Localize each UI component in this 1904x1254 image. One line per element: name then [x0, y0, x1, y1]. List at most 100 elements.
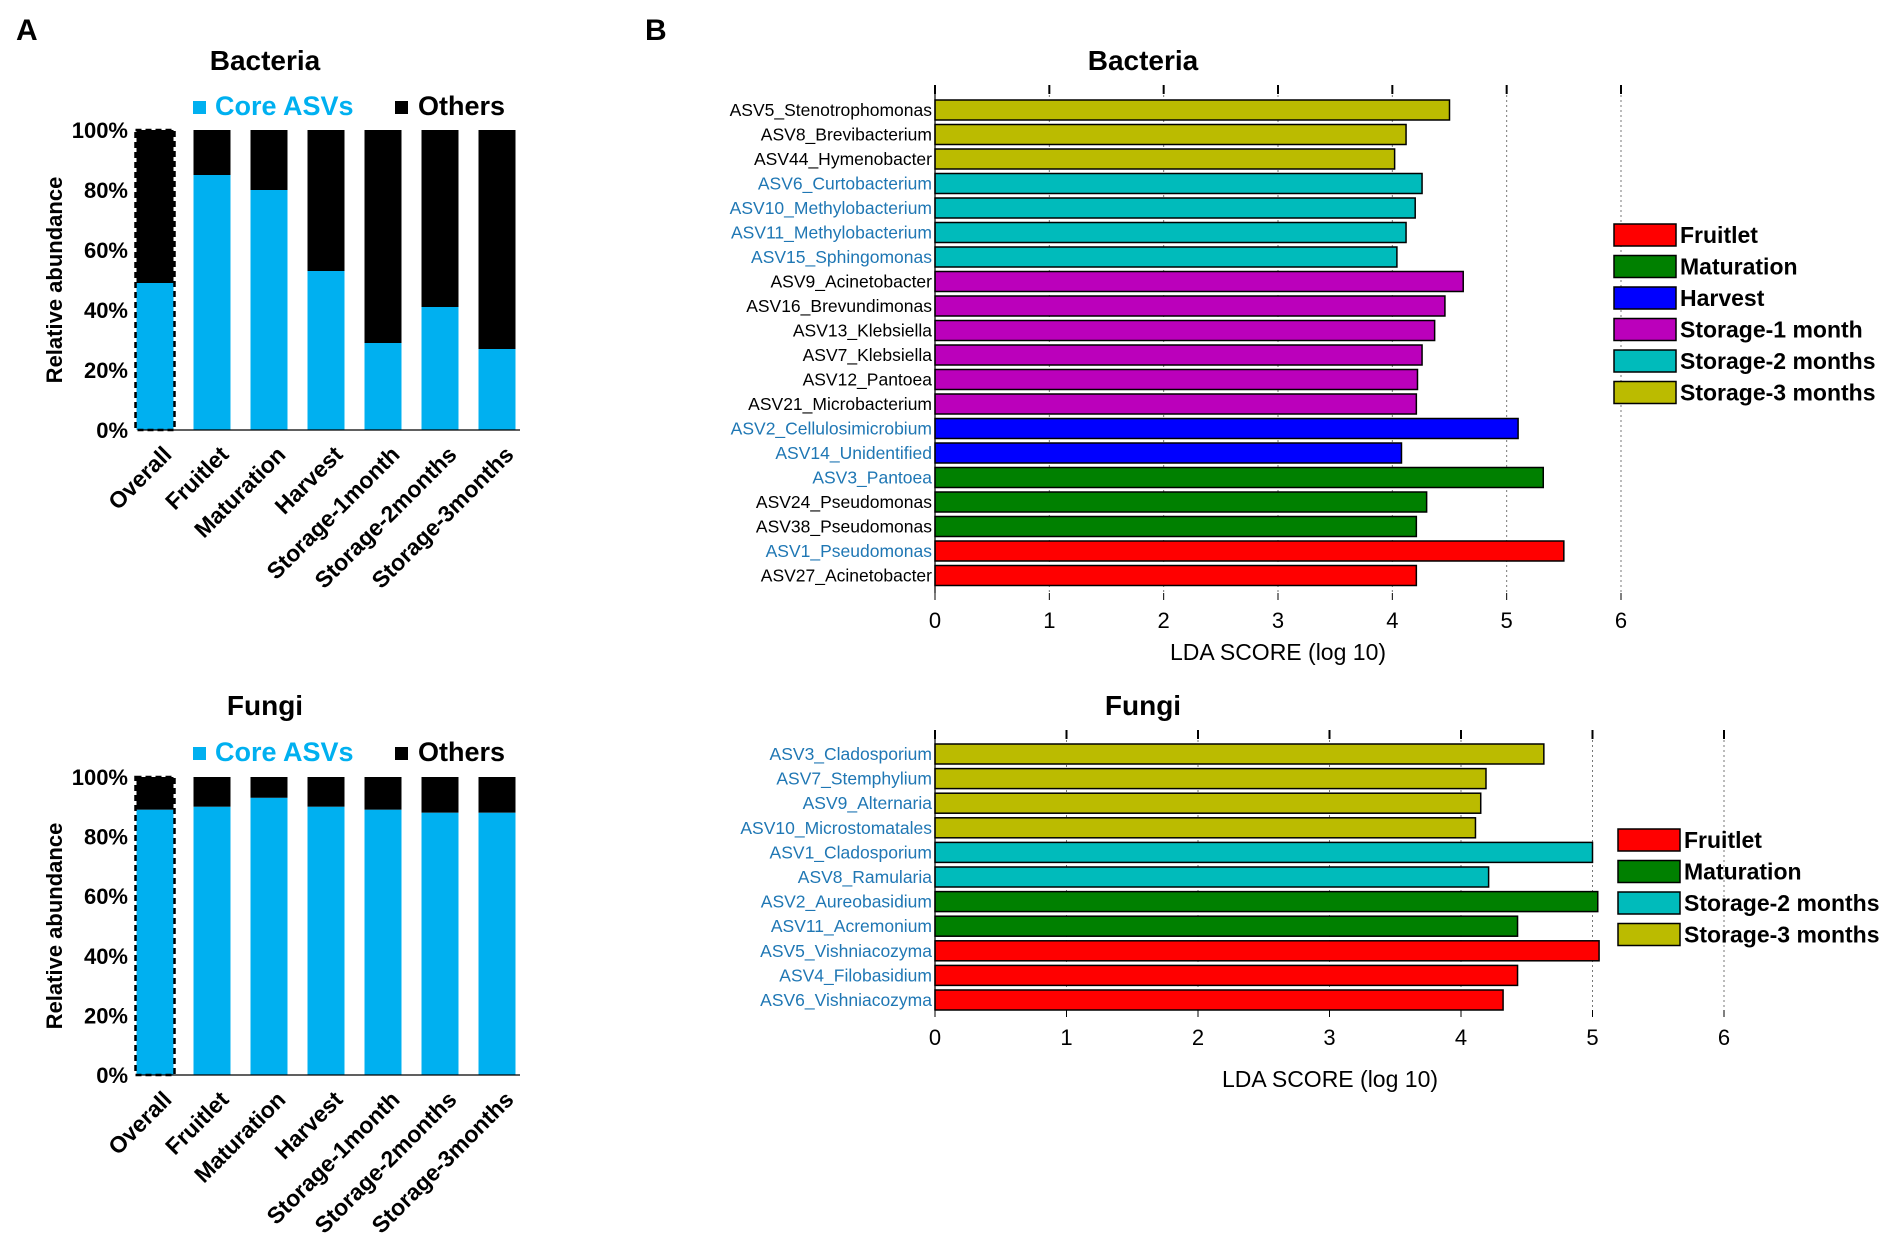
bar-label: ASV24_Pseudomonas	[756, 492, 932, 513]
lda-bar-asv1-cladosporium	[934, 841, 1594, 864]
panel-label-b: B	[645, 14, 667, 47]
bar-others-overall	[136, 777, 174, 810]
bar-core-fruitlet	[193, 175, 231, 430]
bar-core-storage-2months	[421, 812, 459, 1075]
x-tick-label: 3	[1272, 608, 1284, 633]
legend-swatch-others	[395, 747, 408, 760]
y-tick-label: 40%	[84, 944, 128, 969]
bar-label: ASV2_Cellulosimicrobium	[731, 419, 932, 440]
bar-label: ASV7_Klebsiella	[803, 345, 933, 366]
x-tick-label: 4	[1455, 1025, 1467, 1050]
lda-bar-asv12-pantoea	[934, 368, 1419, 391]
lda-bar-asv8-brevibacterium	[934, 123, 1407, 146]
bar-others-storage-1month	[364, 130, 402, 343]
lda-bar-asv5-stenotrophomonas	[934, 99, 1451, 121]
lda-bar-asv7-stemphylium	[934, 767, 1487, 790]
bar-label: ASV5_Vishniacozyma	[760, 941, 932, 962]
legend-swatch-core	[193, 101, 206, 114]
bar-others-storage-2months	[421, 777, 459, 813]
x-axis-label: LDA SCORE (log 10)	[1170, 639, 1386, 665]
y-tick-label: 40%	[84, 298, 128, 323]
fungi-lda-chart: Fungi 0 1 2 3 4 5 6 ASV3_Cladosporium ASV7_Stemph…	[740, 690, 1879, 1092]
lda-bar-asv38-pseudomonas	[934, 515, 1418, 538]
bar-label: ASV12_Pantoea	[803, 370, 933, 391]
legend-label-others: Others	[418, 91, 505, 121]
lda-bar-asv6-curtobacterium	[934, 172, 1423, 195]
bar-others-overall	[136, 130, 174, 283]
legend-swatch-maturation	[1613, 254, 1677, 279]
bar-label: ASV2_Aureobasidium	[761, 892, 932, 913]
bar-core-storage-1month	[364, 809, 402, 1075]
x-tick-label: 6	[1615, 608, 1627, 633]
lda-bar-asv11-acremonium	[934, 915, 1519, 937]
bar-label: ASV27_Acinetobacter	[761, 566, 932, 587]
legend-swatch-storage-2-months	[1617, 891, 1681, 915]
chart-title: Bacteria	[1088, 45, 1199, 76]
legend-label-core: Core ASVs	[215, 737, 354, 767]
legend-swatch-storage-3-months	[1617, 922, 1681, 947]
bar-others-storage-2months	[421, 130, 459, 307]
chart-title: Fungi	[227, 690, 303, 721]
y-tick-label: 100%	[72, 765, 128, 790]
bar-label: ASV16_Brevundimonas	[746, 296, 932, 317]
legend-label-storage-2-months: Storage-2 months	[1680, 348, 1876, 374]
x-tick-label: 5	[1501, 608, 1513, 633]
bar-label: ASV3_Cladosporium	[770, 744, 932, 765]
x-tick-label: 5	[1586, 1025, 1598, 1050]
bar-core-harvest	[307, 806, 345, 1075]
bar-label: ASV9_Alternaria	[803, 793, 933, 814]
legend-label-storage-1-month: Storage-1 month	[1680, 317, 1863, 343]
bar-label: ASV15_Sphingomonas	[751, 247, 932, 268]
y-tick-label: 80%	[84, 825, 128, 850]
legend-label-others: Others	[418, 737, 505, 767]
y-tick-label: 100%	[72, 118, 128, 143]
lda-bar-asv4-filobasidium	[934, 964, 1519, 987]
bar-core-maturation	[250, 190, 288, 430]
chart-title: Bacteria	[210, 45, 321, 76]
x-tick-label: 6	[1718, 1025, 1730, 1050]
lda-bar-asv9-acinetobacter	[934, 270, 1464, 293]
bar-core-storage-2months	[421, 307, 459, 430]
bacteria-lda-chart: Bacteria 0 1 2 3 4 5 6 ASV5_Stenotrophomonas ASV8…	[730, 45, 1876, 665]
legend-label-core: Core ASVs	[215, 91, 354, 121]
lda-bar-asv2-aureobasidium	[934, 890, 1599, 913]
bar-label: ASV8_Ramularia	[798, 867, 932, 888]
x-tick-label: 1	[1043, 608, 1055, 633]
x-tick-label: 1	[1060, 1025, 1072, 1050]
bar-label: ASV10_Methylobacterium	[730, 198, 932, 219]
fungi-stacked-bar-chart: Fungi Core ASVs Others 0% 20% 40% 60% 80% 100% Re…	[42, 690, 520, 1238]
legend-swatch-core	[193, 747, 206, 760]
lda-bar-asv7-klebsiella	[934, 344, 1423, 366]
lda-bar-asv13-klebsiella	[934, 319, 1436, 342]
x-tick-label: 3	[1323, 1025, 1335, 1050]
bar-label: ASV10_Microstomatales	[740, 818, 932, 839]
legend-label-fruitlet: Fruitlet	[1684, 827, 1762, 853]
x-tick-label: 4	[1386, 608, 1398, 633]
bar-label: ASV1_Pseudomonas	[766, 541, 933, 562]
bar-core-storage-3months	[478, 349, 516, 430]
lda-bar-asv3-pantoea	[934, 466, 1545, 489]
x-category-label: Overall	[103, 1086, 177, 1160]
bar-others-harvest	[307, 130, 345, 271]
x-tick-label: 2	[1158, 608, 1170, 633]
legend-swatch-maturation	[1617, 859, 1681, 884]
overall-dashed-outline	[134, 775, 176, 1077]
bar-label: ASV11_Methylobacterium	[731, 223, 932, 244]
y-tick-label: 80%	[84, 178, 128, 203]
x-category-label: Overall	[103, 441, 177, 515]
y-tick-label: 0%	[96, 1063, 128, 1088]
x-tick-label: 0	[929, 608, 941, 633]
legend-label-harvest: Harvest	[1680, 285, 1765, 311]
bar-others-storage-3months	[478, 130, 516, 349]
bar-core-maturation	[250, 797, 288, 1075]
lda-bar-asv6-vishniacozyma	[934, 989, 1504, 1011]
bar-others-maturation	[250, 777, 288, 798]
y-tick-label: 0%	[96, 418, 128, 443]
bar-others-harvest	[307, 777, 345, 807]
bar-label: ASV11_Acremonium	[771, 916, 932, 937]
lda-bar-asv16-brevundimonas	[934, 295, 1446, 317]
bar-label: ASV44_Hymenobacter	[754, 149, 932, 170]
legend-swatch-fruitlet	[1617, 828, 1681, 852]
bar-core-fruitlet	[193, 806, 231, 1075]
bar-label: ASV21_Microbacterium	[748, 394, 932, 415]
